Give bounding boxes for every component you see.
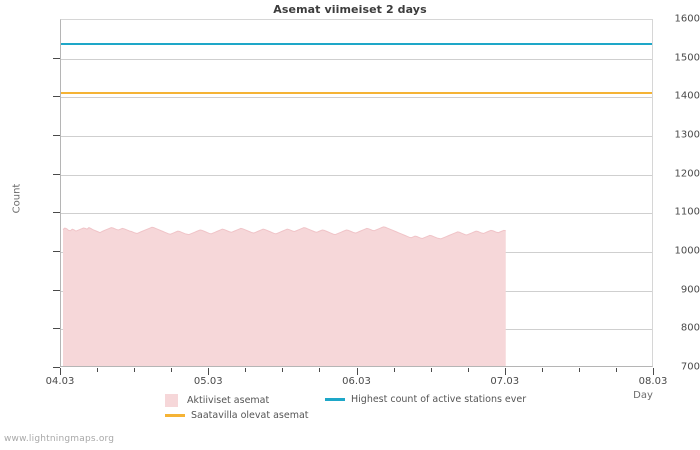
x-tick-mark-major bbox=[357, 368, 358, 375]
x-tick-mark-minor bbox=[616, 368, 617, 372]
x-tick-label: 08.03 bbox=[638, 376, 668, 387]
legend-swatch-line-icon bbox=[165, 414, 185, 417]
y-tick-mark bbox=[53, 58, 60, 59]
area-fill bbox=[63, 226, 506, 366]
y-tick-mark bbox=[53, 135, 60, 136]
plot-area bbox=[60, 19, 653, 367]
x-tick-label: 04.03 bbox=[45, 376, 75, 387]
gridline bbox=[61, 213, 652, 214]
y-tick-label: 1000 bbox=[674, 245, 700, 257]
y-tick-label: 700 bbox=[680, 361, 700, 373]
y-tick-label: 1200 bbox=[674, 168, 700, 180]
x-tick-mark-minor bbox=[282, 368, 283, 372]
series-aktiiviset-asemat bbox=[62, 226, 506, 366]
x-tick-mark-minor bbox=[171, 368, 172, 372]
chart-legend: Aktiiviset asemat Highest count of active… bbox=[0, 394, 700, 424]
x-tick-mark-minor bbox=[97, 368, 98, 372]
watermark: www.lightningmaps.org bbox=[4, 434, 115, 444]
legend-item[interactable]: Saatavilla olevat asemat bbox=[165, 410, 309, 421]
gridline bbox=[61, 59, 652, 60]
y-tick-label: 1100 bbox=[674, 206, 700, 218]
series-saatavilla-line bbox=[61, 91, 652, 94]
y-axis-title: Count bbox=[11, 183, 23, 214]
legend-swatch-box-icon bbox=[165, 394, 178, 407]
area-topline bbox=[62, 226, 506, 240]
x-tick-mark-minor bbox=[431, 368, 432, 372]
y-tick-label: 900 bbox=[680, 284, 700, 296]
y-tick-label: 1300 bbox=[674, 129, 700, 141]
x-tick-mark-minor bbox=[394, 368, 395, 372]
x-tick-label: 07.03 bbox=[490, 376, 520, 387]
legend-item[interactable]: Aktiiviset asemat bbox=[165, 394, 269, 407]
x-tick-mark-major bbox=[505, 368, 506, 375]
legend-label: Aktiiviset asemat bbox=[187, 395, 270, 406]
x-tick-mark-minor bbox=[579, 368, 580, 372]
x-tick-mark-minor bbox=[134, 368, 135, 372]
legend-label: Saatavilla olevat asemat bbox=[191, 410, 309, 421]
series-highest-count-line bbox=[61, 43, 652, 46]
x-tick-mark-minor bbox=[245, 368, 246, 372]
legend-item[interactable]: Highest count of active stations ever bbox=[325, 394, 526, 405]
x-tick-mark-minor bbox=[542, 368, 543, 372]
y-tick-label: 1600 bbox=[674, 13, 700, 25]
x-tick-mark-minor bbox=[468, 368, 469, 372]
y-tick-label: 800 bbox=[680, 322, 700, 334]
gridline bbox=[61, 175, 652, 176]
legend-swatch-line-icon bbox=[325, 398, 345, 401]
x-tick-mark-minor bbox=[319, 368, 320, 372]
legend-label: Highest count of active stations ever bbox=[351, 394, 527, 405]
x-axis-title: Day bbox=[633, 390, 653, 401]
y-tick-label: 1500 bbox=[674, 52, 700, 64]
x-tick-label: 06.03 bbox=[342, 376, 371, 387]
y-tick-mark bbox=[53, 328, 60, 329]
x-tick-mark-major bbox=[60, 368, 61, 375]
y-tick-mark bbox=[53, 212, 60, 213]
gridline bbox=[61, 136, 652, 137]
x-tick-mark-major bbox=[653, 368, 654, 375]
gridline bbox=[61, 97, 652, 98]
x-tick-mark-major bbox=[208, 368, 209, 375]
chart-title: Asemat viimeiset 2 days bbox=[273, 3, 427, 16]
y-tick-mark bbox=[53, 174, 60, 175]
y-tick-mark bbox=[53, 290, 60, 291]
y-tick-mark bbox=[53, 367, 60, 368]
y-tick-mark bbox=[53, 251, 60, 252]
x-tick-label: 05.03 bbox=[193, 376, 223, 387]
y-tick-mark bbox=[53, 96, 60, 97]
y-tick-label: 1400 bbox=[674, 90, 700, 102]
